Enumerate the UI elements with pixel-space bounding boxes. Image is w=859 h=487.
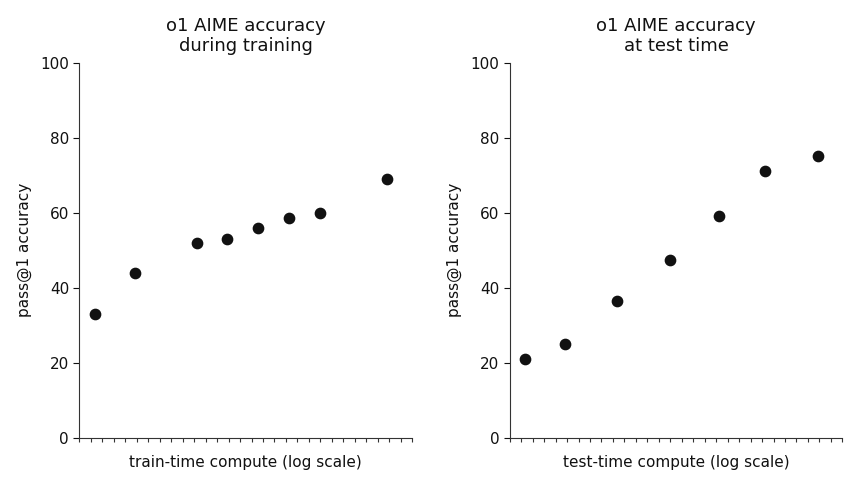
Point <box>558 340 572 348</box>
Point <box>758 168 772 175</box>
Point <box>381 175 394 183</box>
Point <box>190 239 204 246</box>
Point <box>252 224 265 232</box>
Point <box>712 213 726 221</box>
Point <box>313 209 326 217</box>
Point <box>811 152 825 160</box>
Point <box>221 235 235 243</box>
X-axis label: train-time compute (log scale): train-time compute (log scale) <box>130 455 362 470</box>
Point <box>128 269 142 277</box>
Point <box>518 355 532 363</box>
Title: o1 AIME accuracy
at test time: o1 AIME accuracy at test time <box>596 17 756 56</box>
X-axis label: test-time compute (log scale): test-time compute (log scale) <box>563 455 789 470</box>
Point <box>282 214 295 222</box>
Point <box>611 297 624 305</box>
Y-axis label: pass@1 accuracy: pass@1 accuracy <box>16 183 32 318</box>
Title: o1 AIME accuracy
during training: o1 AIME accuracy during training <box>166 17 326 56</box>
Y-axis label: pass@1 accuracy: pass@1 accuracy <box>447 183 462 318</box>
Point <box>663 256 677 263</box>
Point <box>88 310 101 318</box>
